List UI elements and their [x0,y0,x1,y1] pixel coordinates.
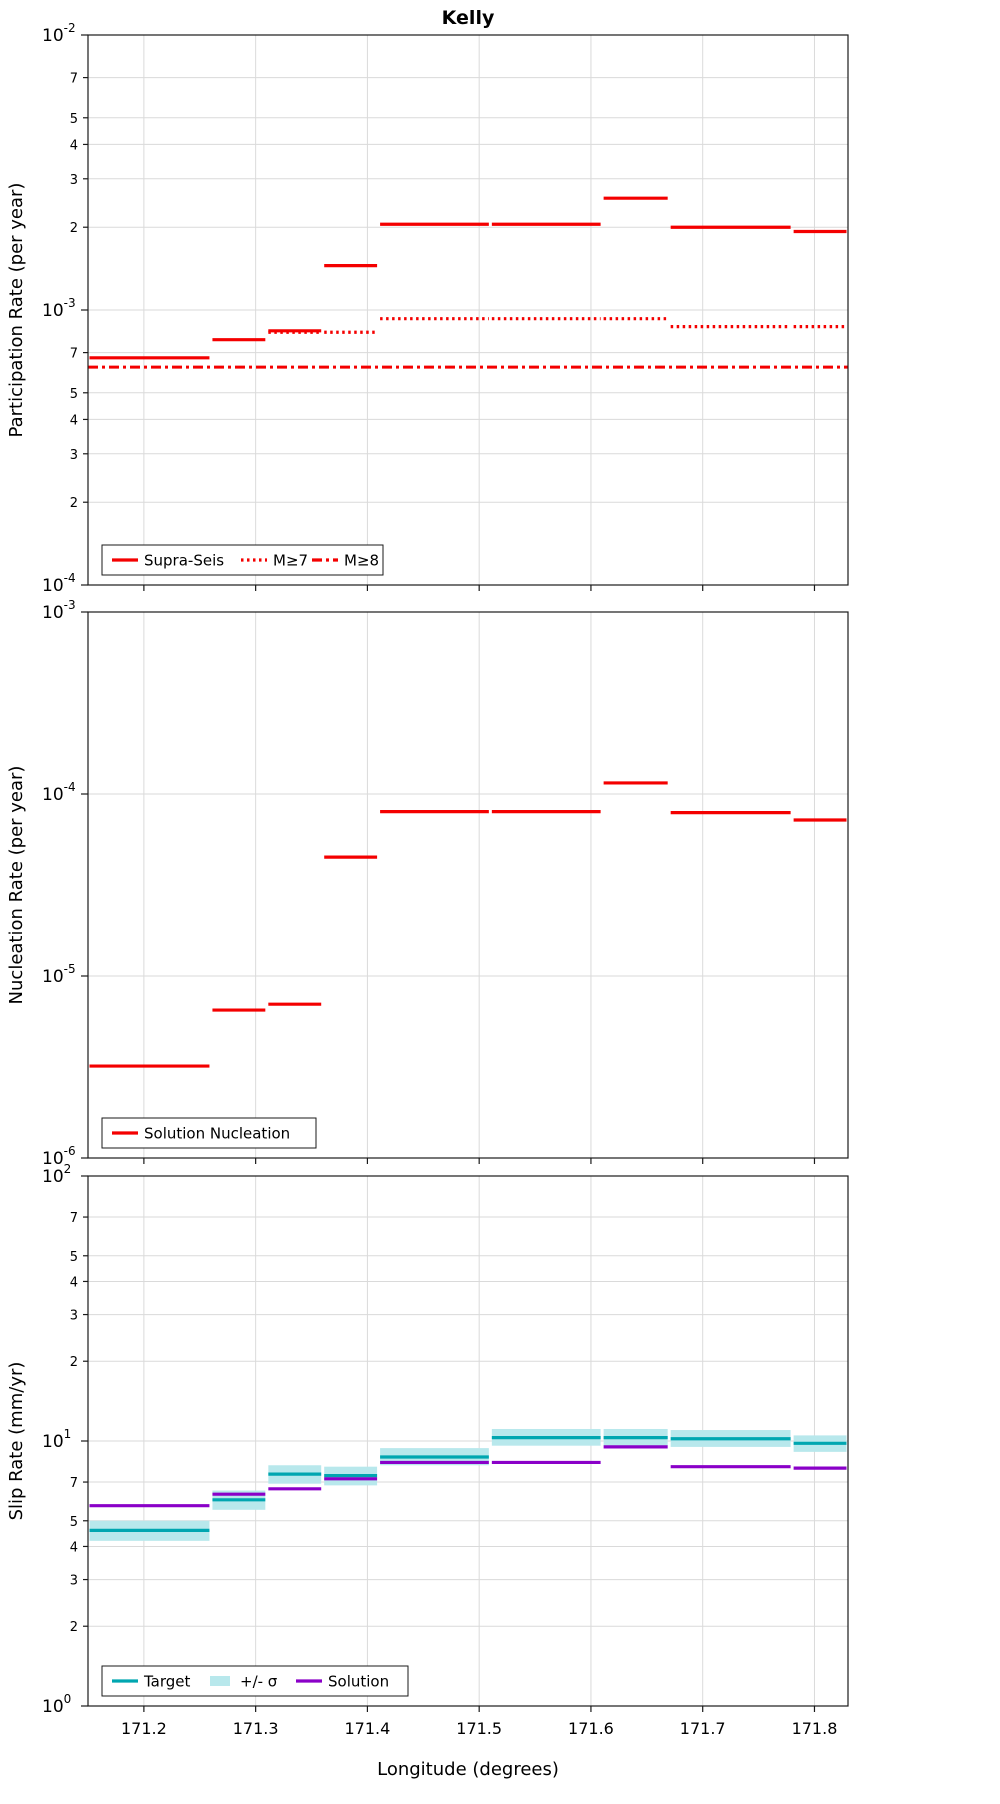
xtick-label: 171.5 [456,1719,502,1738]
ytick-minor-label: 2 [70,1620,78,1635]
ytick-label: 101 [42,1427,71,1452]
ytick-minor-label: 7 [70,1211,78,1226]
ytick-label: 10-4 [42,571,76,596]
ytick-minor-label: 2 [70,496,78,511]
ytick-label: 10-3 [42,296,76,321]
legend-swatch- [210,1676,230,1686]
ytick-minor-label: 2 [70,1355,78,1370]
legend-label-target: Target [143,1673,191,1691]
ytick-minor-label: 3 [70,173,78,188]
ylabel-slip-rate: Slip Rate (mm/yr) [6,1362,27,1521]
ytick-minor-label: 5 [70,387,78,402]
ytick-minor-label: 7 [70,347,78,362]
ytick-minor-label: 5 [70,112,78,127]
xtick-label: 171.4 [345,1719,391,1738]
legend-label-supra-seis: Supra-Seis [144,552,224,570]
ytick-minor-label: 3 [70,448,78,463]
ytick-label: 10-5 [42,962,76,987]
figure-title: Kelly [442,7,495,29]
legend-label-: +/- σ [240,1673,278,1691]
xtick-label: 171.3 [233,1719,279,1738]
ytick-minor-label: 4 [70,1275,78,1290]
ytick-label: 10-4 [42,780,76,805]
ytick-minor-label: 3 [70,1574,78,1589]
legend-label-m-7: M≥7 [273,552,308,570]
legend-label-solution: Solution [328,1673,389,1691]
ytick-label: 10-2 [42,21,76,46]
ytick-minor-label: 7 [70,72,78,87]
ytick-minor-label: 2 [70,221,78,236]
ytick-label: 100 [42,1692,71,1717]
xlabel-longitude: Longitude (degrees) [377,1759,559,1780]
xtick-label: 171.8 [792,1719,838,1738]
ytick-minor-label: 3 [70,1309,78,1324]
ytick-minor-label: 5 [70,1515,78,1530]
ytick-minor-label: 7 [70,1476,78,1491]
ytick-minor-label: 4 [70,413,78,428]
plot-frame [87,611,849,1159]
xtick-label: 171.7 [680,1719,726,1738]
ytick-label: 10-3 [42,598,76,623]
xtick-label: 171.2 [121,1719,167,1738]
panel-participation-rate: 10-4 7 5 4 3 2 10-3 7 5 4 3 2 10-2 Supra-Seis M≥7 M≥8 [42,21,849,596]
legend-box [101,1665,409,1697]
ytick-minor-label: 4 [70,1540,78,1555]
ytick-minor-label: 4 [70,138,78,153]
xtick-label: 171.6 [568,1719,614,1738]
ylabel-participation-rate: Participation Rate (per year) [6,183,27,438]
plot-background [88,612,848,1158]
legend-label-solution-nucleation: Solution Nucleation [144,1125,290,1143]
legend-label-m-8: M≥8 [344,552,379,570]
ylabel-nucleation-rate: Nucleation Rate (per year) [6,766,27,1005]
ytick-minor-label: 5 [70,1250,78,1265]
